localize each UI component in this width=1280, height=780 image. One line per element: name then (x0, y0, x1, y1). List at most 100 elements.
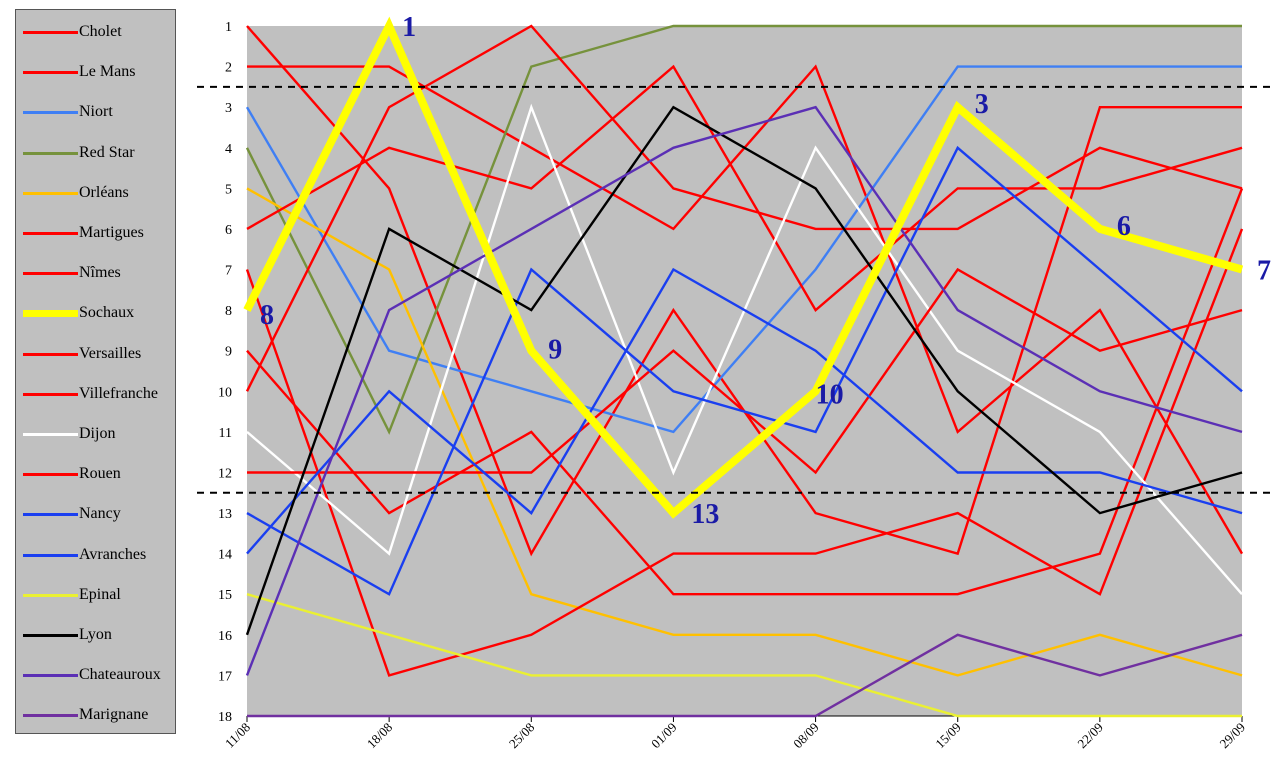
y-tick-label: 1 (225, 20, 232, 35)
x-tick-label: 25/08 (506, 720, 538, 752)
legend-entry: Sochaux (16, 293, 175, 333)
legend-swatch (23, 392, 78, 396)
legend-label: Lyon (79, 626, 112, 643)
legend-swatch (23, 634, 78, 637)
y-tick-label: 3 (225, 101, 232, 116)
legend-entry: Villefranche (16, 374, 175, 414)
rank-annotation: 3 (975, 89, 989, 120)
rank-annotation: 13 (691, 499, 719, 530)
legend-label: Nancy (79, 505, 121, 523)
legend-swatch (23, 191, 78, 195)
series-line-sochaux (243, 16, 1244, 519)
legend-label: Martigues (79, 224, 144, 241)
legend: Cholet Le Mans Niort Red Star Orléans Martigu… (15, 9, 176, 734)
legend-entry: Dijon (16, 414, 175, 454)
y-tick-label: 14 (218, 548, 232, 563)
series-line-nancy (246, 145, 1243, 596)
series-line-villefranche (245, 24, 1243, 392)
x-tick-label: 22/09 (1074, 720, 1106, 752)
legend-entry: Martigues (16, 213, 175, 253)
legend-swatch (23, 310, 78, 318)
y-tick-label: 4 (225, 142, 232, 157)
legend-swatch (23, 593, 78, 597)
legend-swatch (23, 232, 78, 235)
y-tick-label: 7 (225, 264, 232, 279)
legend-swatch (23, 31, 78, 34)
legend-swatch (23, 473, 78, 477)
y-tick-label: 5 (225, 182, 232, 197)
series-line-red-star (245, 24, 1242, 435)
rank-annotation: 6 (1117, 211, 1131, 242)
legend-entry: Versailles (16, 334, 175, 374)
y-tick-label: 8 (225, 304, 232, 319)
y-tick-label: 11 (219, 426, 232, 441)
legend-label: Avranches (79, 545, 147, 563)
legend-label: Versailles (79, 344, 142, 362)
legend-label: Nîmes (79, 264, 121, 282)
legend-label: Chateauroux (79, 666, 161, 684)
legend-entry: Lyon (16, 615, 175, 655)
rank-annotation: 1 (402, 12, 416, 43)
legend-swatch (23, 513, 78, 517)
series-line-versailles (246, 187, 1244, 596)
legend-entry: Red Star (16, 133, 175, 173)
series-line-chateauroux (245, 105, 1243, 676)
legend-swatch (23, 151, 78, 155)
legend-label: Red Star (79, 143, 135, 161)
y-tick-label: 10 (218, 385, 232, 400)
legend-swatch (23, 272, 78, 276)
legend-swatch (23, 553, 78, 557)
legend-entry: Epinal (16, 575, 175, 615)
y-tick-label: 12 (218, 466, 232, 481)
x-tick-label: 29/09 (1217, 720, 1249, 752)
y-tick-label: 16 (218, 629, 232, 644)
legend-label: Villefranche (79, 384, 158, 402)
series-line-lyon (245, 105, 1243, 636)
rank-annotation: 8 (260, 300, 274, 331)
series-line-marignane (247, 633, 1243, 718)
legend-label: Cholet (79, 23, 122, 40)
legend-label: Marignane (79, 706, 149, 724)
legend-label: Sochaux (79, 304, 135, 322)
y-tick-label: 15 (218, 588, 232, 603)
legend-label: Epinal (79, 585, 121, 603)
y-tick-label: 17 (218, 669, 232, 684)
legend-entry: Niort (16, 92, 175, 132)
series-line-n-mes (245, 228, 1244, 677)
x-tick-label: 08/09 (790, 720, 822, 752)
legend-swatch (23, 71, 78, 75)
y-tick-label: 2 (225, 61, 232, 76)
series-line-avranches (246, 267, 1243, 555)
legend-label: Dijon (79, 425, 116, 442)
legend-swatch (23, 714, 78, 718)
series-line-niort (245, 65, 1242, 434)
x-tick-label: 18/08 (364, 720, 396, 752)
legend-entry: Chateauroux (16, 655, 175, 695)
legend-entry: Rouen (16, 454, 175, 494)
legend-label: Rouen (79, 465, 121, 483)
legend-entry: Marignane (16, 695, 175, 735)
series-line-orl-ans (246, 187, 1243, 677)
legend-label: Niort (79, 103, 113, 121)
y-tick-label: 13 (218, 507, 232, 522)
y-tick-label: 9 (225, 345, 232, 360)
x-tick-label: 01/09 (648, 720, 680, 752)
rank-annotation: 10 (816, 379, 844, 410)
y-tick-label: 18 (218, 710, 232, 725)
legend-entry: Avranches (16, 535, 175, 575)
legend-swatch (23, 674, 78, 678)
rank-annotation: 9 (548, 335, 562, 366)
series-line-martigues (246, 64, 1243, 312)
legend-label: Le Mans (79, 63, 136, 81)
legend-swatch (23, 352, 78, 356)
rank-annotation: 7 (1257, 256, 1271, 287)
legend-entry: Orléans (16, 173, 175, 213)
legend-entry: Le Mans (16, 52, 175, 92)
y-tick-label: 6 (225, 223, 232, 238)
series-line-epinal (246, 593, 1242, 718)
x-tick-label: 15/09 (932, 720, 964, 752)
legend-entry: Cholet (16, 12, 175, 52)
legend-label: Orléans (79, 183, 129, 201)
legend-swatch (23, 433, 78, 436)
legend-entry: Nancy (16, 494, 175, 534)
